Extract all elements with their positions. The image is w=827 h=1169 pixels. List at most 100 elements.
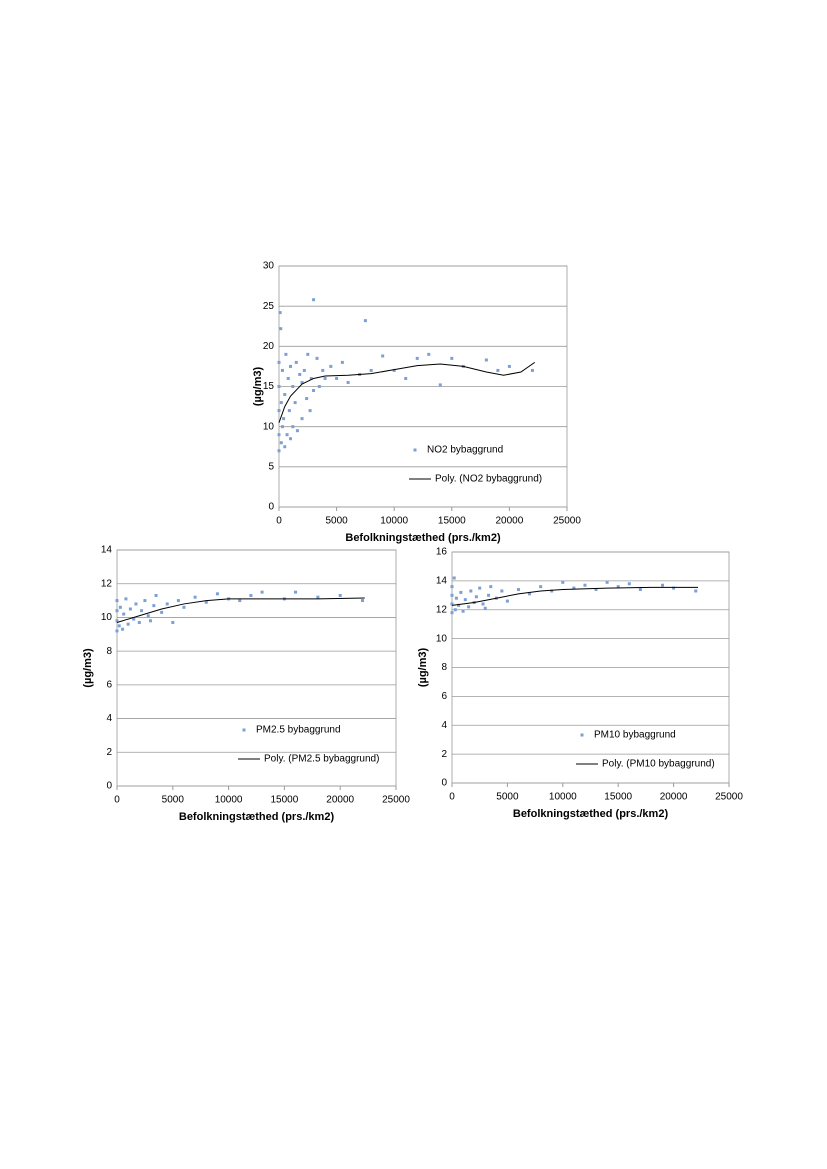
point (165, 602, 169, 606)
point (308, 409, 312, 413)
point (404, 376, 408, 380)
point (278, 311, 282, 315)
point (152, 604, 156, 608)
y-tick-label: 0 (268, 502, 274, 513)
point (132, 617, 136, 621)
point (605, 580, 609, 584)
x-tick-label: 5000 (162, 795, 185, 806)
y-tick-label: 4 (441, 720, 447, 731)
point (312, 389, 316, 393)
point (300, 380, 304, 384)
y-tick-label: 14 (101, 545, 113, 556)
point (238, 599, 242, 603)
point (293, 401, 297, 405)
point (298, 372, 302, 376)
point (279, 441, 283, 445)
point (450, 585, 454, 589)
point (260, 590, 264, 594)
point (115, 619, 119, 623)
legend-label: Poly. (PM2.5 bybaggrund) (264, 754, 379, 765)
point (450, 602, 454, 606)
x-tick-label: 0 (276, 516, 282, 527)
y-tick-label: 4 (106, 713, 112, 724)
point (539, 585, 543, 589)
point (285, 433, 289, 437)
point (335, 376, 339, 380)
point (148, 619, 152, 623)
point (672, 586, 676, 590)
point (204, 600, 208, 604)
point (483, 606, 487, 610)
point (317, 385, 321, 388)
point (117, 624, 121, 628)
point (338, 594, 342, 598)
x-tick-label: 15000 (604, 792, 632, 803)
point (312, 298, 316, 302)
point (361, 599, 365, 603)
point (457, 603, 461, 607)
point (450, 356, 454, 360)
point (277, 409, 281, 413)
point (140, 609, 144, 613)
y-axis-title: (µg/m3) (417, 647, 429, 687)
y-tick-label: 0 (441, 778, 447, 789)
point (289, 437, 293, 441)
point (661, 583, 665, 587)
point (469, 589, 473, 593)
point (277, 433, 281, 437)
point (484, 358, 488, 362)
point (277, 385, 281, 388)
point (115, 629, 119, 633)
x-axis-title: Befolkningstæthed (prs./km2) (179, 811, 335, 823)
point (154, 594, 158, 598)
point (561, 580, 565, 584)
point (121, 627, 125, 631)
point (450, 593, 454, 597)
point (496, 368, 500, 372)
point (572, 586, 576, 590)
y-tick-label: 16 (436, 547, 448, 558)
point (516, 588, 520, 592)
point (489, 585, 493, 589)
y-tick-label: 10 (101, 612, 113, 623)
point (478, 586, 482, 590)
point (627, 582, 631, 586)
point (474, 595, 478, 599)
trend-line (116, 597, 365, 623)
x-tick-label: 15000 (438, 516, 466, 527)
x-axis-title: Befolkningstæthed (prs./km2) (345, 532, 501, 544)
point (279, 401, 283, 405)
point (638, 588, 642, 592)
point (137, 620, 141, 624)
point (146, 614, 150, 618)
point (427, 352, 431, 356)
x-tick-label: 10000 (549, 792, 577, 803)
plot-area (116, 549, 397, 787)
point (392, 368, 396, 372)
point (329, 364, 333, 368)
point (463, 598, 467, 602)
point (316, 595, 320, 599)
point (289, 364, 293, 368)
point (282, 417, 286, 421)
point (309, 376, 313, 380)
x-tick-label: 0 (449, 792, 455, 803)
y-tick-label: 12 (436, 604, 448, 615)
point (300, 417, 304, 421)
x-tick-label: 5000 (496, 792, 519, 803)
point (280, 425, 284, 429)
point (118, 605, 122, 609)
point (128, 607, 132, 611)
y-tick-label: 14 (436, 576, 448, 587)
y-tick-label: 20 (263, 341, 275, 352)
point (277, 360, 281, 364)
point (115, 599, 119, 603)
legend-label: PM2.5 bybaggrund (256, 725, 341, 736)
point (694, 589, 698, 593)
point (294, 590, 298, 594)
legend-label: Poly. (NO2 bybaggrund) (435, 474, 542, 485)
y-tick-label: 5 (268, 461, 274, 472)
point (249, 594, 253, 598)
y-tick-label: 2 (106, 747, 112, 758)
